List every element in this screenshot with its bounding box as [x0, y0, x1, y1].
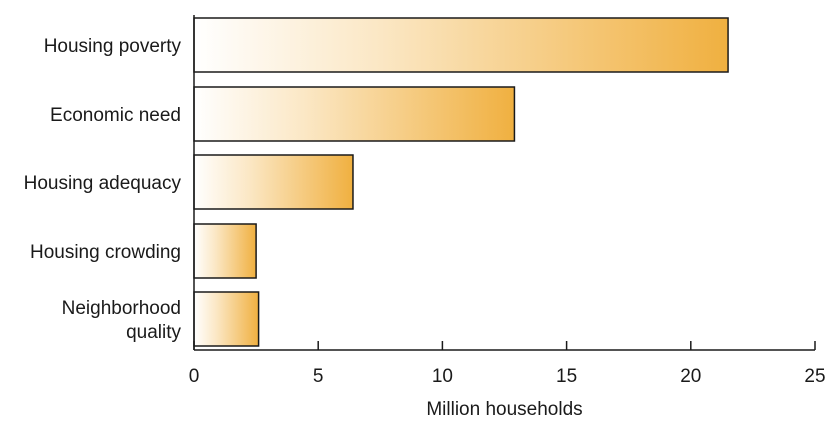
- bars-layer: [193, 17, 729, 347]
- x-tick-label: 0: [189, 366, 200, 387]
- category-label: Economic need: [50, 105, 181, 126]
- category-labels: Housing poverty Economic need Housing adeq…: [24, 36, 182, 343]
- x-tick-label: 5: [313, 366, 324, 387]
- bar-housing-poverty: [193, 17, 729, 73]
- category-label: Housing adequacy: [24, 173, 182, 194]
- x-axis: 0 5 10 15 20 25: [189, 15, 826, 387]
- bar-housing-crowding: [193, 223, 257, 279]
- bar-housing-adequacy: [193, 154, 354, 210]
- bar-economic-need: [193, 86, 516, 142]
- x-axis-title: Million households: [426, 399, 582, 420]
- x-tick-label: 10: [432, 366, 453, 387]
- category-label: Neighborhood quality: [62, 298, 182, 343]
- x-tick-label: 25: [804, 366, 825, 387]
- x-tick-label: 15: [556, 366, 577, 387]
- bar-neighborhood-quality: [193, 291, 260, 347]
- category-label: Housing crowding: [30, 242, 181, 263]
- x-tick-label: 20: [680, 366, 701, 387]
- category-label: Housing poverty: [44, 36, 182, 57]
